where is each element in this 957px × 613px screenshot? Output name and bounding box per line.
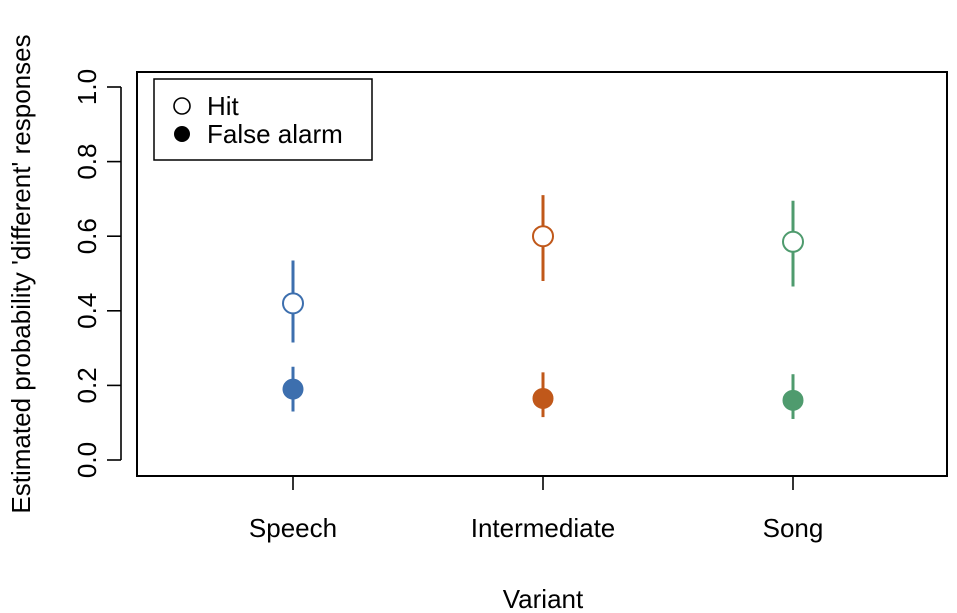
y-tick-label: 0.8 xyxy=(72,144,102,180)
x-tick-label: Intermediate xyxy=(471,513,616,543)
legend-hit-label: Hit xyxy=(207,91,240,121)
legend-false-alarm-label: False alarm xyxy=(207,119,343,149)
legend-hit-marker xyxy=(173,97,191,115)
legend: Hit False alarm xyxy=(153,78,373,161)
y-tick-label: 0.2 xyxy=(72,367,102,403)
hit-point xyxy=(532,225,554,248)
y-tick-label: 1.0 xyxy=(72,69,102,105)
data-marks xyxy=(282,195,804,419)
false-alarm-point xyxy=(532,387,554,409)
y-tick-label: 0.0 xyxy=(72,442,102,478)
x-tick-label: Speech xyxy=(249,513,337,543)
y-axis-title: Estimated probability 'different' respon… xyxy=(6,34,36,513)
hit-point xyxy=(782,230,804,253)
false-alarm-point xyxy=(282,378,304,400)
x-axis-title: Variant xyxy=(503,584,584,613)
x-axis: Speech Intermediate Song xyxy=(249,475,824,543)
y-axis: 0.0 0.2 0.4 0.6 0.8 1.0 xyxy=(72,69,122,478)
y-tick-label: 0.4 xyxy=(72,293,102,329)
legend-false-alarm-marker xyxy=(174,126,190,142)
x-tick-label: Song xyxy=(763,513,824,543)
legend-box xyxy=(153,78,373,161)
hit-point xyxy=(282,292,304,315)
false-alarm-point xyxy=(782,389,804,411)
y-tick-label: 0.6 xyxy=(72,218,102,254)
